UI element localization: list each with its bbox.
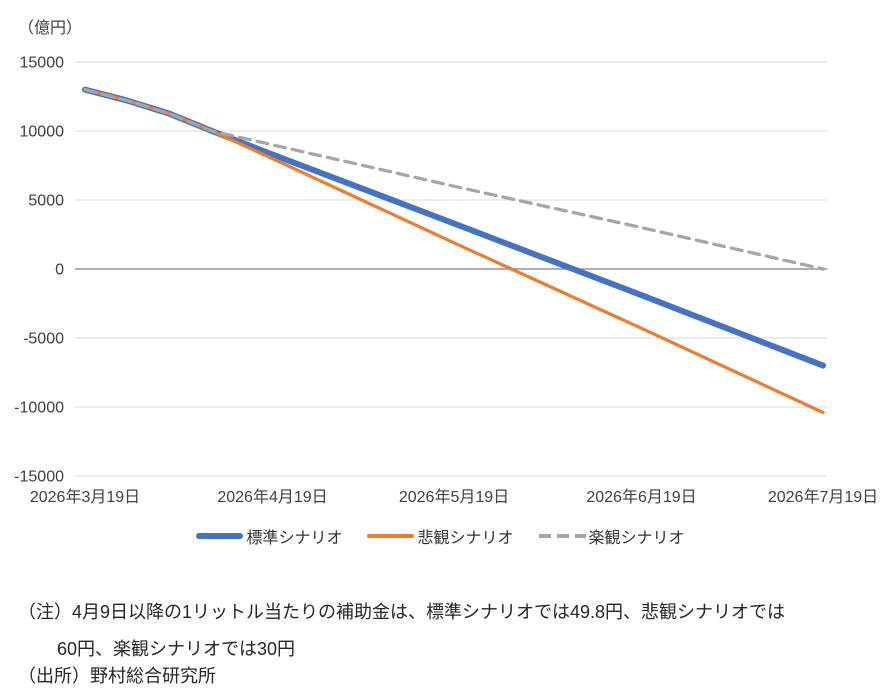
legend-swatch-3 [538, 534, 586, 538]
x-tick-label: 2026年7月19日 [768, 488, 878, 506]
legend-swatch-1 [196, 533, 244, 539]
y-tick-label: -10000 [14, 400, 64, 417]
y-tick-label: -15000 [14, 469, 64, 486]
y-tick-label: 15000 [20, 55, 65, 72]
x-tick-label: 2026年5月19日 [399, 488, 509, 506]
y-tick-label: 0 [55, 262, 64, 279]
y-tick-label: 10000 [20, 124, 65, 141]
legend-item-2: 悲観シナリオ [367, 524, 514, 548]
line-chart: 15000 10000 5000 0 -5000 -10000 -15000 2026年3月1… [14, 19, 878, 506]
legend-item-1: 標準シナリオ [196, 524, 342, 548]
y-axis-unit-label: （億円） [18, 19, 82, 37]
x-tick-label: 2026年3月19日 [30, 488, 140, 506]
x-tick-label: 2026年4月19日 [217, 488, 327, 506]
series-line-2 [83, 87, 825, 415]
note-line-2: 60円、楽観シナリオでは30円 [57, 639, 296, 659]
legend-label-2: 悲観シナリオ [417, 530, 514, 547]
x-tick-label: 2026年6月19日 [586, 488, 696, 506]
source-note: （出所）野村総合研究所 [18, 666, 216, 686]
legend-label-1: 標準シナリオ [246, 530, 343, 547]
series-line-3 [83, 87, 825, 271]
chart-legend: 標準シナリオ 悲観シナリオ 楽観シナリオ [0, 523, 881, 549]
legend-label-3: 楽観シナリオ [588, 530, 685, 547]
legend-swatch-2 [367, 534, 415, 538]
legend-item-3: 楽観シナリオ [538, 524, 685, 548]
note-line-1: （注）4月9日以降の1リットル当たりの補助金は、標準シナリオでは49.8円、悲観… [18, 602, 786, 622]
y-tick-label: -5000 [23, 331, 64, 348]
y-tick-label: 5000 [28, 193, 64, 210]
